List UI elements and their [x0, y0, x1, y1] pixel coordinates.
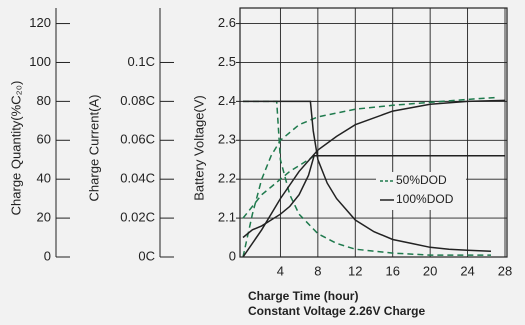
y-tick-label: 0.02C	[120, 210, 155, 225]
y-tick-label: 0.1C	[128, 54, 155, 69]
x-tick-label: 24	[460, 263, 474, 278]
series-line	[243, 100, 491, 256]
y-tick-label: 2.5	[218, 54, 236, 69]
y-tick-label: 0.08C	[120, 93, 155, 108]
y-tick-label: 0	[44, 248, 51, 263]
y-tick-label: 40	[37, 171, 51, 186]
x-tick-label: 0	[229, 248, 236, 263]
x-tick-label: 28	[498, 263, 512, 278]
y-tick-label: 0C	[138, 248, 155, 263]
y-axis-title: Charge Current(A)	[86, 95, 101, 202]
legend-box	[376, 172, 466, 210]
y-tick-label: 20	[37, 210, 51, 225]
series-line	[242, 96, 496, 258]
x-tick-label: 16	[385, 263, 399, 278]
x-tick-label: 4	[277, 263, 284, 278]
legend-label: 50%DOD	[396, 173, 447, 187]
y-tick-label: 2.6	[218, 15, 236, 30]
y-axis-title: Charge Quantity(%C₂₀)	[8, 81, 23, 216]
y-tick-label: 120	[29, 15, 51, 30]
y-tick-label: 0.04C	[120, 171, 155, 186]
plot-area	[239, 7, 508, 258]
y-tick-label: 2.1	[218, 210, 236, 225]
y-tick-label: 2.3	[218, 132, 236, 147]
x-axis-title: Charge Time (hour)	[248, 289, 358, 303]
series-line	[242, 99, 506, 258]
y-tick-label: 80	[37, 93, 51, 108]
subtitle: Constant Voltage 2.26V Charge	[248, 304, 425, 318]
series-line	[243, 100, 492, 252]
x-tick-label: 8	[314, 263, 321, 278]
series-line	[242, 155, 505, 239]
y-axis-title: Battery Voltage(V)	[191, 95, 206, 201]
y-tick-label: 0.06C	[120, 132, 155, 147]
x-tick-label: 20	[423, 263, 437, 278]
y-tick-label: 2.2	[218, 171, 236, 186]
y-tick-label: 2.4	[218, 93, 236, 108]
x-tick-label: 12	[348, 263, 362, 278]
legend-label: 100%DOD	[396, 192, 454, 206]
y-tick-label: 100	[29, 54, 51, 69]
y-tick-label: 60	[37, 132, 51, 147]
